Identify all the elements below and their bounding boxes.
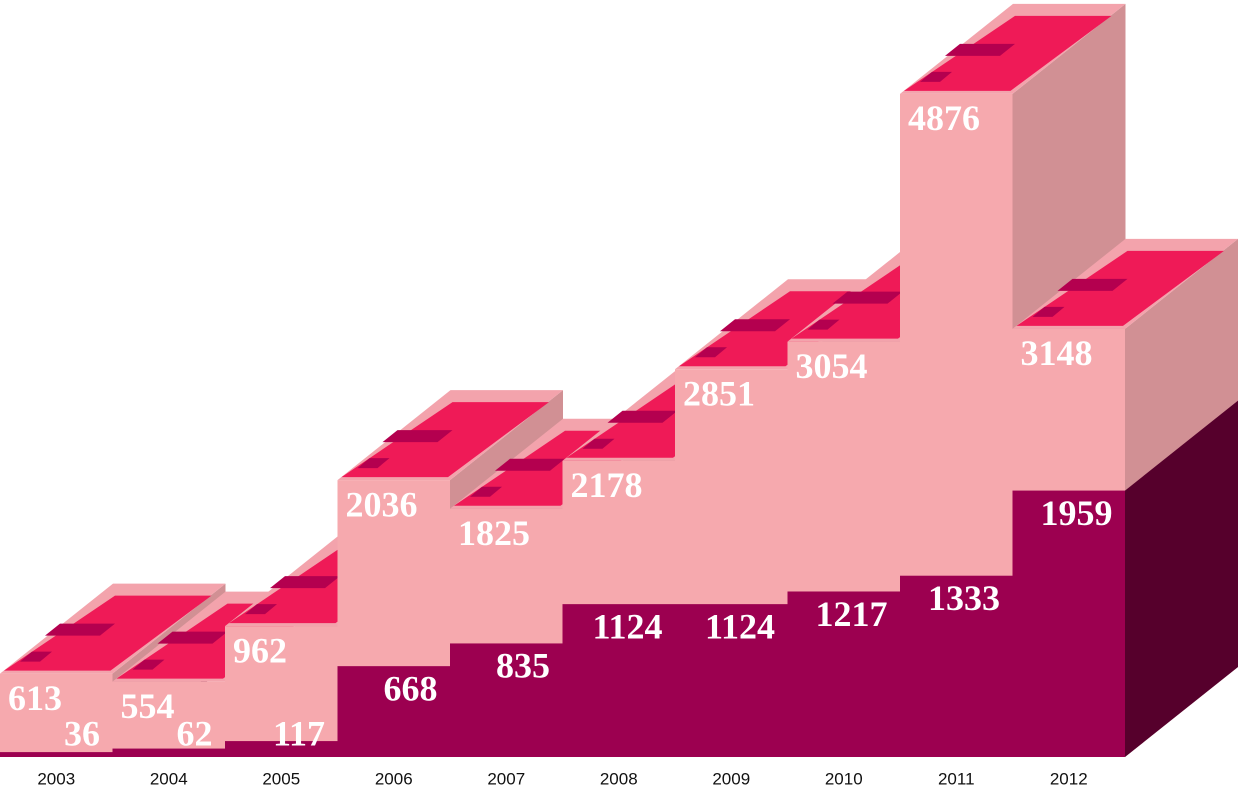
bar-top-pattern — [582, 438, 615, 449]
value-label: 1124 — [705, 606, 775, 646]
bar-top-pattern — [695, 347, 727, 358]
x-tick-label: 2010 — [825, 769, 863, 788]
value-label: 1825 — [458, 513, 530, 553]
x-tick-label: 2006 — [375, 769, 413, 788]
x-tick-label: 2003 — [37, 769, 75, 788]
bar-side — [1125, 400, 1238, 757]
bar-top-pattern — [495, 458, 565, 471]
bar — [225, 741, 338, 757]
bar — [0, 752, 113, 757]
value-label: 2851 — [683, 374, 755, 414]
bar-top-inner — [341, 402, 549, 478]
bar — [0, 673, 113, 757]
bar — [112, 748, 225, 757]
bar-top-pattern — [132, 659, 165, 670]
bar-top-pattern — [720, 319, 790, 332]
bar-top-pattern — [20, 651, 52, 662]
x-tick-label: 2005 — [262, 769, 300, 788]
bar-top-pattern — [270, 576, 340, 589]
bar-top-pattern — [832, 291, 903, 304]
value-label: 62 — [177, 713, 213, 753]
bar-top-pattern — [245, 604, 277, 615]
bar — [900, 575, 1013, 757]
bar-top-pattern — [920, 71, 952, 82]
value-label: 2036 — [346, 484, 418, 524]
value-label: 962 — [233, 630, 287, 670]
bar-top-pattern — [470, 486, 502, 497]
value-label: 1124 — [592, 606, 662, 646]
value-label: 4876 — [908, 98, 980, 138]
bar-top-pattern — [45, 623, 115, 636]
value-label: 1959 — [1041, 493, 1113, 533]
bar-top-pattern — [382, 430, 453, 443]
x-tick-label: 2011 — [938, 769, 975, 788]
value-label: 613 — [8, 678, 62, 718]
value-label: 835 — [496, 646, 550, 686]
bar — [787, 591, 900, 757]
value-label: 117 — [273, 713, 325, 753]
value-label: 3054 — [796, 346, 868, 386]
x-tick-label: 2012 — [1050, 769, 1088, 788]
bar-top-pattern — [807, 319, 840, 330]
bar — [675, 604, 788, 757]
x-tick-label: 2009 — [712, 769, 750, 788]
bar-top-pattern — [357, 458, 390, 469]
value-label: 1333 — [928, 578, 1000, 618]
bar — [1012, 490, 1125, 757]
bar-top-pattern — [945, 43, 1015, 56]
bar — [112, 681, 225, 757]
value-label: 2178 — [571, 465, 643, 505]
bar — [225, 626, 338, 757]
value-label: 668 — [384, 668, 438, 708]
bar — [450, 643, 563, 757]
x-tick-label: 2004 — [150, 769, 188, 788]
bar-top-pattern — [607, 410, 678, 423]
bar-top-pattern — [1057, 278, 1128, 291]
value-label: 36 — [64, 713, 100, 753]
bar-top-inner — [1016, 250, 1224, 326]
bar-top-inner — [4, 595, 212, 671]
bar-top-inner — [904, 15, 1112, 91]
bar — [337, 666, 450, 757]
value-label: 3148 — [1021, 333, 1093, 373]
value-label: 554 — [121, 686, 175, 726]
bar — [562, 604, 675, 757]
x-tick-label: 2008 — [600, 769, 638, 788]
value-label: 1217 — [816, 594, 888, 634]
bar-top-pattern — [1032, 306, 1065, 317]
bar-top-pattern — [157, 631, 228, 644]
x-tick-label: 2007 — [487, 769, 525, 788]
